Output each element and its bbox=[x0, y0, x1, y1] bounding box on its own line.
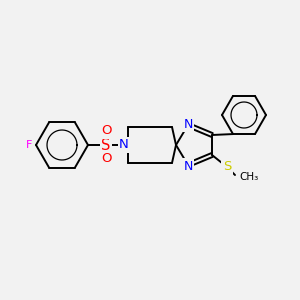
Text: O: O bbox=[101, 152, 111, 166]
Text: S: S bbox=[223, 160, 231, 173]
Text: O: O bbox=[101, 124, 111, 137]
Text: N: N bbox=[183, 160, 193, 172]
Text: N: N bbox=[119, 139, 129, 152]
Text: N: N bbox=[183, 118, 193, 130]
Text: CH₃: CH₃ bbox=[239, 172, 258, 182]
Text: S: S bbox=[101, 137, 111, 152]
Text: F: F bbox=[26, 140, 32, 150]
